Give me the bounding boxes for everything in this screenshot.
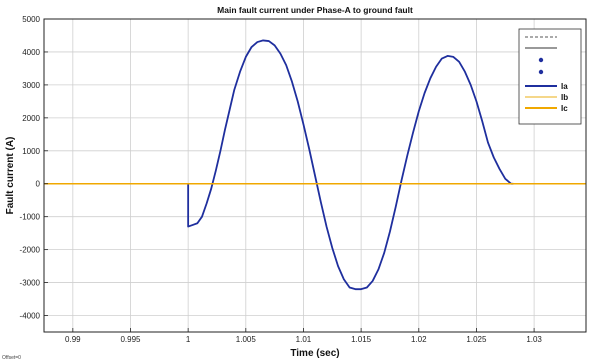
y-tick-label: 2000 (22, 114, 40, 123)
legend-marker-dot (538, 69, 544, 75)
y-tick-label: -4000 (20, 312, 41, 321)
y-tick-label: -2000 (20, 246, 41, 255)
x-axis-title: Time (sec) (290, 348, 339, 359)
plot-frame (43, 18, 587, 333)
legend-box (518, 28, 582, 125)
legend-label-ib: Ib (561, 93, 568, 102)
x-axis-ticks: 0.99 0.995 1 1.005 1.01 1.015 1.02 1.025 1.03 (65, 328, 542, 344)
y-axis-title: Fault current (A) (5, 137, 16, 215)
y-tick-label: 1000 (22, 147, 40, 156)
y-tick-label: -3000 (20, 279, 41, 288)
x-tick-label: 1.005 (236, 335, 257, 344)
series-ia-line (187, 39, 514, 291)
x-tick-label: 1.015 (351, 335, 372, 344)
legend-label-ia: Ia (561, 82, 568, 91)
x-tick-label: 1.01 (296, 335, 312, 344)
chart-title: Main fault current under Phase-A to grou… (217, 5, 413, 15)
x-tick-label: 1.03 (526, 335, 542, 344)
y-tick-label: -1000 (20, 213, 41, 222)
offset-note: Offset=0 (2, 355, 21, 361)
x-tick-label: 0.995 (120, 335, 141, 344)
legend-label-ic: Ic (561, 104, 568, 113)
series-layer (44, 39, 586, 291)
y-tick-label: 5000 (22, 15, 40, 24)
x-tick-label: 1.025 (466, 335, 487, 344)
legend: Ia Ib Ic (518, 28, 582, 125)
y-tick-label: 4000 (22, 48, 40, 57)
x-tick-label: 0.99 (65, 335, 81, 344)
y-tick-label: 3000 (22, 81, 40, 90)
y-tick-label: 0 (36, 180, 41, 189)
x-tick-label: 1.02 (411, 335, 427, 344)
legend-marker-dot (538, 57, 544, 63)
y-axis-ticks: -4000 -3000 -2000 -1000 0 1000 2000 3000 4000 500… (20, 15, 48, 321)
x-tick-label: 1 (186, 335, 191, 344)
